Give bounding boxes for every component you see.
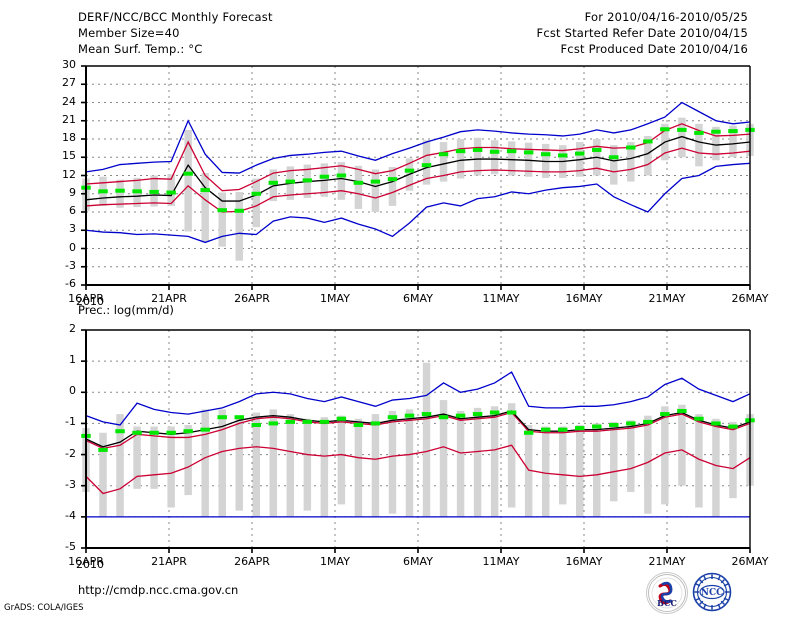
precipitation-chart [0,318,800,576]
x-axis-tick-label: 16APR [68,555,104,568]
y-axis-tick-label: 6 [69,204,76,217]
y-axis-tick-label: -3 [65,258,76,272]
bcc-logo: BCC [646,572,688,614]
forecast-start-label: Fcst Started Refer Date 2010/04/15 [536,26,748,40]
x-axis-tick-label: 11MAY [482,292,520,305]
y-axis-tick-label: 3 [69,222,76,236]
x-axis-tick-label: 16APR [68,292,104,305]
ncc-logo-text: NCC [700,588,724,598]
y-axis-tick-label: 30 [62,58,76,71]
y-axis-tick-label: 9 [69,185,76,199]
forecast-produced-label: Fcst Produced Date 2010/04/16 [560,42,748,56]
x-axis-tick-label: 6MAY [403,292,433,305]
y-axis-tick-label: -1 [65,415,76,429]
ncc-logo: NCC [692,572,732,612]
bcc-logo-text: BCC [657,598,677,608]
x-axis-tick-label: 21MAY [648,555,686,568]
y-axis-tick-label: -4 [65,508,76,522]
y-axis-tick-label: 0 [69,384,76,398]
x-axis-tick-label: 21APR [151,292,187,305]
x-axis-tick-label: 11MAY [482,555,520,568]
y-axis-tick-label: -3 [65,477,76,491]
y-axis-tick-label: -5 [65,540,76,553]
y-axis-tick-label: -2 [65,446,76,460]
temperature-chart [0,60,800,310]
x-axis-tick-label: 21MAY [648,292,686,305]
variable-label: Mean Surf. Temp.: °C [78,42,203,56]
x-axis-tick-label: 6MAY [403,555,433,568]
x-axis-tick-label: 1MAY [320,292,350,305]
x-axis-tick-label: 21APR [151,555,187,568]
x-axis-tick-label: 16MAY [565,555,603,568]
year-label-bottom: 2010 [76,558,104,571]
y-axis-tick-label: 21 [62,112,76,126]
x-axis-tick-label: 1MAY [320,555,350,568]
x-axis-tick-label: 16MAY [565,292,603,305]
y-axis-tick-label: 2 [69,322,76,335]
page-title: DERF/NCC/BCC Monthly Forecast [78,10,273,24]
x-axis-tick-label: 26APR [234,555,270,568]
member-size-label: Member Size=40 [78,26,180,40]
y-axis-tick-label: 18 [62,131,76,144]
y-axis-tick-label: 24 [62,94,76,108]
y-axis-tick-label: 0 [69,240,76,254]
x-axis-tick-label: 26MAY [731,292,769,305]
precipitation-axis-label: Prec.: log(mm/d) [78,303,174,317]
x-axis-tick-label: 26MAY [731,555,769,568]
x-axis-tick-label: 26APR [234,292,270,305]
year-label-top: 2010 [76,295,104,308]
forecast-period-label: For 2010/04/16-2010/05/25 [584,10,748,24]
source-url[interactable]: http://cmdp.ncc.cma.gov.cn [78,583,239,597]
y-axis-tick-label: 27 [62,76,76,90]
y-axis-tick-label: 15 [62,149,76,163]
grads-credit: GrADS: COLA/IGES [4,603,84,613]
y-axis-tick-label: -6 [65,277,76,290]
y-axis-tick-label: 1 [69,353,76,367]
y-axis-tick-label: 12 [62,167,76,181]
